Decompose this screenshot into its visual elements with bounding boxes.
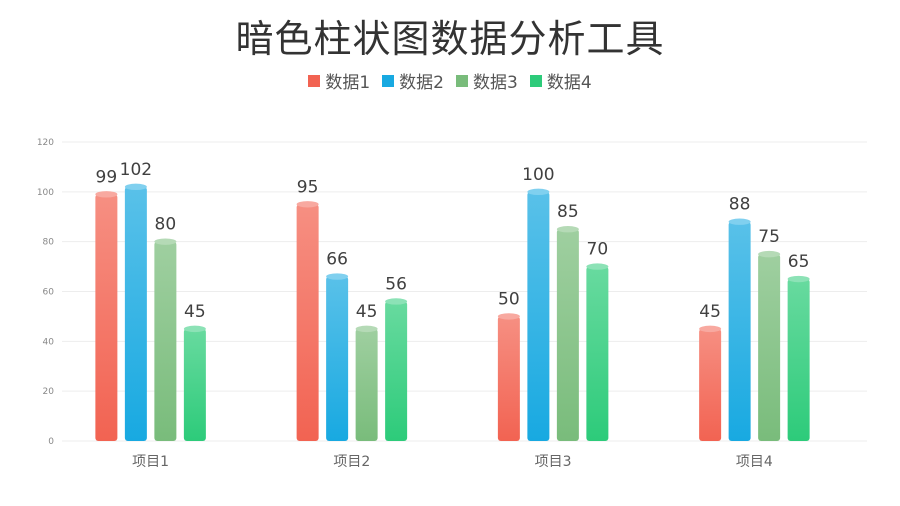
bar-2-2: [326, 276, 349, 441]
bar-3-4: [758, 254, 781, 441]
bar-cap: [527, 188, 550, 196]
bar-1-1: [95, 194, 118, 441]
bar-2-3: [527, 191, 550, 441]
bar-4-4: [787, 279, 810, 441]
legend-item-2: 数据2: [382, 68, 444, 93]
data-label: 85: [557, 202, 579, 222]
bar-1-2: [296, 204, 319, 441]
y-tick-label: 80: [43, 238, 55, 248]
y-tick-label: 120: [37, 138, 54, 148]
bar-3-1: [154, 241, 177, 441]
legend-label: 数据2: [399, 73, 444, 93]
data-label: 99: [96, 167, 118, 187]
x-category-label: 项目4: [736, 454, 773, 470]
bar-3-3: [556, 229, 579, 441]
bar-4-2: [385, 301, 408, 441]
legend-swatch: [529, 74, 542, 87]
bar-cap: [758, 250, 781, 258]
data-label: 95: [297, 177, 319, 197]
data-label: 45: [184, 302, 206, 322]
bar-cap: [699, 325, 722, 333]
bar-cap: [385, 298, 408, 305]
bar-cap: [586, 263, 609, 270]
bar-cap: [787, 275, 810, 283]
legend-swatch: [308, 74, 321, 87]
data-label: 45: [699, 302, 721, 322]
x-axis: 项目1 项目2 项目3 项目4: [132, 454, 773, 470]
bar-2-4: [728, 221, 751, 441]
bar-cap: [154, 238, 177, 245]
data-label: 100: [522, 165, 554, 185]
data-label: 88: [729, 195, 751, 215]
bar-cap: [355, 325, 378, 333]
bar-4-1: [183, 328, 206, 441]
y-tick-label: 60: [43, 288, 55, 298]
x-category-label: 项目2: [333, 454, 370, 470]
bar-cap: [326, 273, 349, 280]
data-label: 50: [498, 289, 520, 309]
legend-swatch: [382, 74, 395, 87]
bar-3-2: [355, 328, 378, 441]
bar-4-3: [586, 266, 609, 441]
bar-1-4: [699, 328, 722, 441]
bars: [95, 183, 810, 441]
bar-1-3: [497, 316, 520, 441]
data-label: 75: [758, 227, 780, 247]
y-axis: 0 20 40 60 80 100 120: [37, 138, 54, 447]
bar-cap: [296, 201, 319, 208]
y-tick-label: 20: [43, 387, 55, 397]
data-label: 102: [120, 160, 152, 180]
data-label: 56: [385, 274, 407, 294]
legend-swatch: [456, 74, 468, 87]
legend-label: 数据3: [473, 73, 518, 93]
legend-label: 数据1: [325, 73, 371, 93]
data-label: 65: [788, 252, 810, 272]
x-category-label: 项目1: [132, 454, 169, 470]
bar-cap: [183, 325, 206, 333]
bar-cap: [124, 183, 147, 191]
data-label: 66: [326, 250, 348, 270]
legend-item-4: 数据4: [529, 68, 592, 93]
y-tick-label: 100: [37, 188, 54, 198]
bar-cap: [95, 191, 118, 198]
data-label: 80: [155, 215, 177, 235]
bar-cap: [497, 313, 520, 320]
legend-item-1: 数据1: [308, 68, 370, 93]
legend-label: 数据4: [546, 73, 592, 93]
x-category-label: 项目3: [535, 454, 572, 470]
bar-2-1: [124, 186, 147, 441]
bar-cap: [556, 226, 579, 233]
bar-cap: [728, 218, 751, 225]
data-label: 70: [587, 240, 609, 260]
y-tick-label: 40: [43, 337, 55, 347]
y-tick-label: 0: [48, 437, 54, 447]
legend: 数据1 数据2 数据3 数据4: [0, 68, 900, 93]
legend-item-3: 数据3: [456, 68, 518, 93]
chart-title: 暗色柱状图数据分析工具: [235, 17, 665, 61]
data-label: 45: [356, 302, 378, 322]
